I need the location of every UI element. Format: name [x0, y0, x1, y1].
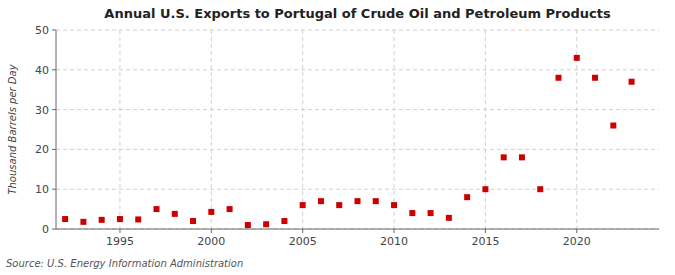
x-grid-line [302, 30, 303, 229]
point [556, 75, 562, 81]
point [592, 75, 598, 81]
x-axis-line [56, 229, 659, 230]
point [99, 217, 105, 223]
point [373, 198, 379, 204]
title: Annual U.S. Exports to Portugal of Crude… [104, 6, 611, 21]
y-tick [52, 149, 56, 150]
point [117, 216, 123, 222]
y-tick [52, 69, 56, 70]
point [482, 186, 488, 192]
x-grid-line [485, 30, 486, 229]
grid [56, 30, 659, 229]
x-tick [576, 229, 577, 233]
point [501, 154, 507, 160]
y-tick-label: 50 [35, 24, 49, 37]
source-note: Source: U.S. Energy Information Administ… [6, 258, 243, 269]
y-axis-label: Thousand Barrels per Day [7, 63, 18, 194]
y-tick-label: 30 [35, 104, 49, 117]
point [208, 209, 214, 215]
point [464, 194, 470, 200]
y-grid-line [56, 229, 659, 230]
x-tick [119, 229, 120, 233]
x-tick [394, 229, 395, 233]
y-tick [52, 109, 56, 110]
y-tick [52, 30, 56, 31]
point [263, 221, 269, 227]
x-tick-label: 2020 [563, 235, 591, 248]
chart: 1995 2000 2005 2010 2015 2020 0 10 20 30 40 50 Annua… [0, 0, 675, 275]
point [245, 222, 251, 228]
x-tick-label: 2005 [289, 235, 317, 248]
x-grid-line [211, 30, 212, 229]
y-tick [52, 189, 56, 190]
point [409, 210, 415, 216]
point [281, 218, 287, 224]
point [629, 79, 635, 85]
y-grid-line [56, 149, 659, 150]
y-axis-line [56, 30, 57, 229]
y-tick-label: 20 [35, 143, 49, 156]
point [574, 55, 580, 61]
point [227, 206, 233, 212]
x-grid-line [394, 30, 395, 229]
points [62, 55, 634, 228]
point [318, 198, 324, 204]
point [428, 210, 434, 216]
point [80, 219, 86, 225]
point [62, 216, 68, 222]
point [336, 202, 342, 208]
x-tick [485, 229, 486, 233]
x-tick-label: 2015 [471, 235, 499, 248]
point [135, 216, 141, 222]
point [355, 198, 361, 204]
x-tick-label: 2010 [380, 235, 408, 248]
y-grid-line [56, 69, 659, 70]
point [519, 154, 525, 160]
point [610, 123, 616, 129]
y-grid-line [56, 30, 659, 31]
y-tick [52, 229, 56, 230]
point [537, 186, 543, 192]
point [172, 211, 178, 217]
y-tick-label: 0 [42, 223, 49, 236]
x-tick-label: 2000 [197, 235, 225, 248]
point [300, 202, 306, 208]
x-tick-label: 1995 [106, 235, 134, 248]
x-tick [302, 229, 303, 233]
axes: 1995 2000 2005 2010 2015 2020 0 10 20 30 40 50 [35, 24, 659, 248]
point [154, 206, 160, 212]
point [391, 202, 397, 208]
x-tick [211, 229, 212, 233]
y-tick-label: 10 [35, 183, 49, 196]
y-tick-label: 40 [35, 64, 49, 77]
point [446, 215, 452, 221]
point [190, 218, 196, 224]
y-grid-line [56, 189, 659, 190]
y-grid-line [56, 109, 659, 110]
x-grid-line [119, 30, 120, 229]
